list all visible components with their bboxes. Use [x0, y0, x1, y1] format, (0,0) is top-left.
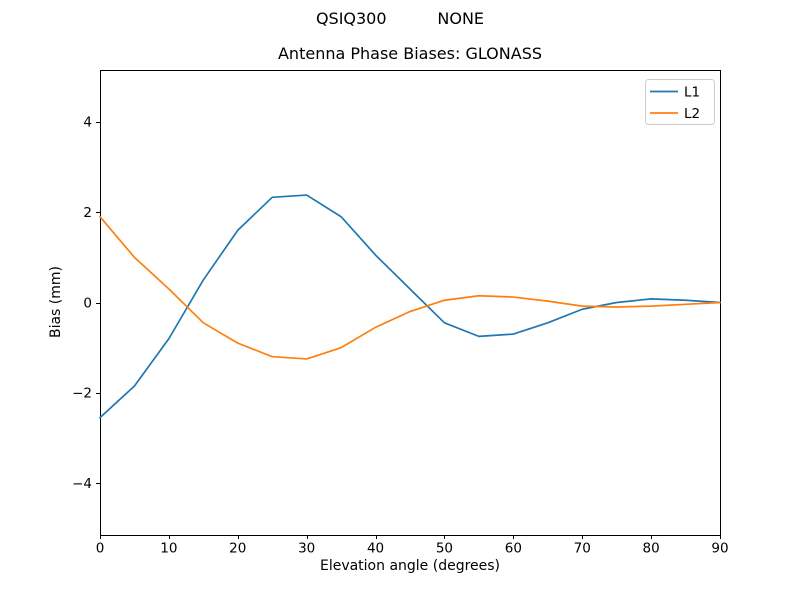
x-tick-label: 60: [505, 541, 522, 557]
y-tick-label: −2: [72, 386, 92, 402]
y-tick-label: 4: [83, 115, 92, 131]
series-lines: [99, 194, 721, 419]
y-axis-label: Bias (mm): [48, 265, 64, 339]
x-tick-label: 70: [574, 541, 591, 557]
y-tick-label: 0: [83, 295, 92, 311]
x-tick-label: 50: [436, 541, 453, 557]
legend-label-l2: L2: [684, 106, 700, 122]
x-tick-label: 90: [711, 541, 728, 557]
y-axis-ticks: −4 −2 0 2 4: [72, 115, 100, 492]
x-axis-ticks: 0 10 20 30 40 50 60 70 80 90: [96, 535, 729, 557]
x-tick-label: 0: [96, 541, 105, 557]
x-tick-label: 10: [160, 541, 177, 557]
x-tick-label: 40: [367, 541, 384, 557]
x-tick-label: 80: [643, 541, 660, 557]
figure-suptitle: QSIQ300 NONE: [315, 9, 485, 28]
legend-label-l1: L1: [684, 85, 700, 101]
y-tick-label: 2: [83, 205, 92, 221]
chart-title: Antenna Phase Biases: GLONASS: [277, 44, 542, 63]
axes-frame: [100, 70, 721, 536]
y-tick-label: −4: [72, 476, 92, 492]
x-tick-label: 20: [229, 541, 246, 557]
legend-box: [645, 79, 715, 125]
series-line-l1: [99, 194, 721, 419]
x-tick-label: 30: [298, 541, 315, 557]
x-axis-label: Elevation angle (degrees): [319, 558, 501, 574]
series-line-l2: [99, 215, 721, 360]
legend: L1 L2: [645, 79, 715, 125]
